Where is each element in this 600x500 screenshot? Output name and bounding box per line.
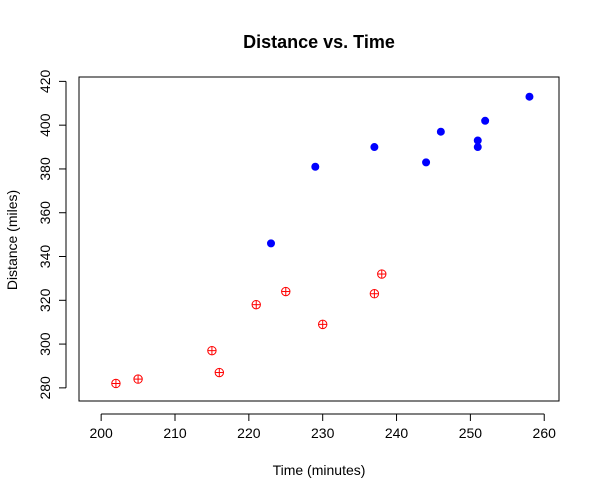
data-point — [111, 378, 121, 389]
plot-frame — [78, 76, 560, 402]
data-point — [214, 367, 225, 378]
data-point — [377, 269, 387, 279]
data-point — [133, 374, 143, 384]
x-tick-label: 200 — [89, 425, 113, 441]
y-tick-label: 280 — [37, 376, 53, 400]
y-tick-label: 400 — [37, 113, 53, 137]
data-point — [436, 127, 445, 136]
data-point — [311, 162, 320, 171]
data-point — [473, 143, 482, 152]
plot-area: 200 210 220 230 240 250 260 280 300 320 340 360 380 4… — [37, 69, 560, 441]
data-point — [267, 239, 275, 248]
data-point — [207, 345, 217, 356]
data-point — [369, 289, 380, 299]
y-axis-title: Distance (miles) — [4, 190, 20, 290]
x-tick-label: 250 — [459, 425, 483, 441]
y-tick-label: 300 — [37, 332, 53, 356]
x-tick-label: 240 — [385, 425, 409, 441]
data-point — [525, 92, 534, 101]
data-point — [473, 136, 482, 145]
x-tick-label: 220 — [237, 425, 261, 441]
data-point — [370, 143, 379, 152]
data-point — [281, 286, 291, 297]
x-tick-label: 260 — [533, 425, 557, 441]
data-point — [317, 319, 328, 330]
x-tick-label: 210 — [163, 425, 187, 441]
y-tick-label: 340 — [37, 245, 53, 269]
y-tick-label: 380 — [37, 157, 53, 181]
y-tick-label: 320 — [37, 288, 53, 312]
y-tick-label: 420 — [37, 69, 53, 93]
x-axis-title: Time (minutes) — [273, 462, 366, 478]
data-point — [481, 116, 490, 125]
data-point — [422, 158, 431, 167]
y-tick-label: 360 — [37, 201, 53, 225]
x-tick-label: 230 — [311, 425, 335, 441]
data-point — [251, 299, 261, 310]
chart-title: Distance vs. Time — [243, 32, 395, 52]
